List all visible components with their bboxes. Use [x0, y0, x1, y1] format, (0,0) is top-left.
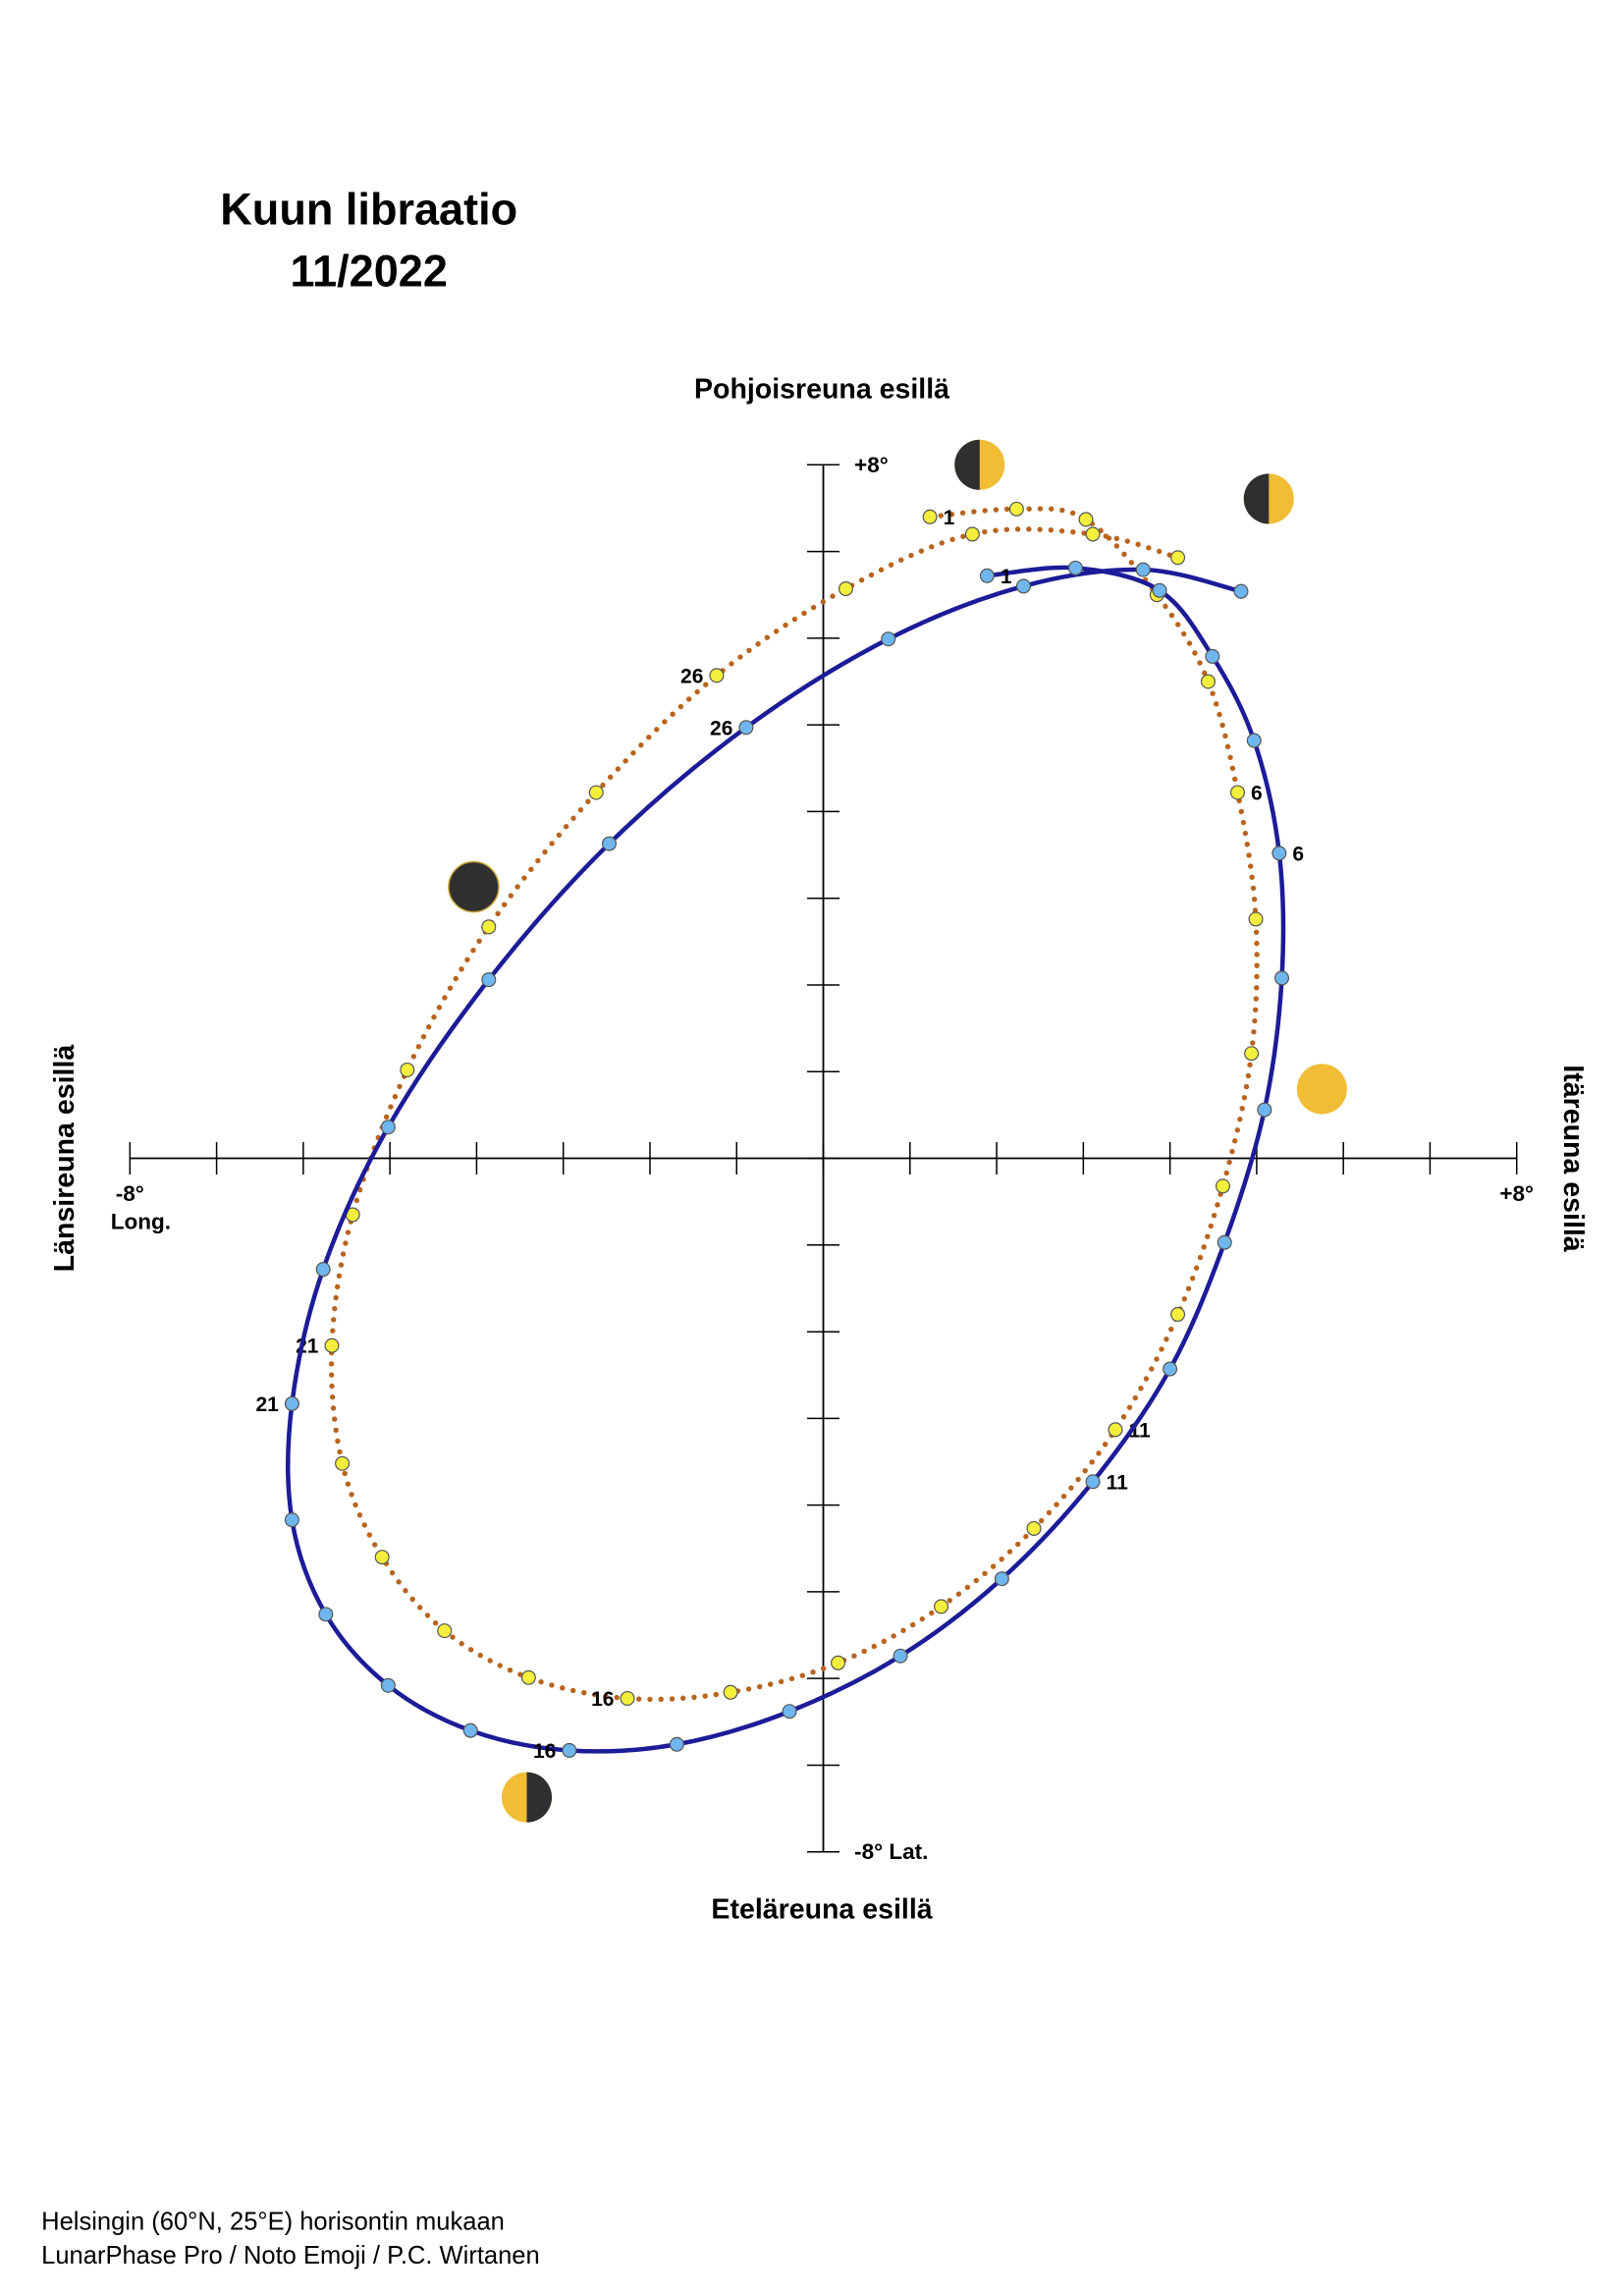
day-label: 21: [255, 1394, 279, 1416]
day-marker: [1217, 1234, 1232, 1250]
day-marker: [315, 1261, 331, 1278]
moon-first-quarter: [1243, 473, 1294, 524]
series-line: [286, 565, 1286, 1754]
moon-new: [448, 860, 500, 913]
day-marker: [1205, 648, 1220, 664]
day-label: 1: [1001, 566, 1012, 588]
day-marker: [324, 1338, 340, 1353]
day-marker: [838, 581, 853, 597]
y-tick-label: +8°: [854, 453, 889, 477]
day-marker: [437, 1623, 453, 1639]
day-marker: [1163, 1361, 1178, 1377]
day-label: 6: [1251, 783, 1263, 805]
day-marker: [335, 1455, 351, 1471]
day-marker: [1170, 550, 1186, 566]
day-marker: [1108, 1422, 1123, 1438]
chart-subtitle: 11/2022: [291, 246, 448, 296]
day-marker: [1015, 578, 1031, 594]
day-marker: [318, 1607, 334, 1622]
day-marker: [709, 668, 725, 683]
day-marker: [831, 1655, 846, 1670]
day-marker: [284, 1512, 299, 1528]
day-marker: [462, 1722, 478, 1738]
day-marker: [1246, 733, 1262, 748]
day-marker: [782, 1704, 797, 1720]
day-marker: [1078, 512, 1094, 527]
day-marker: [1244, 1046, 1260, 1062]
day-marker: [979, 568, 995, 583]
moon-full: [1296, 1064, 1347, 1115]
day-marker: [601, 836, 617, 851]
day-marker: [1248, 911, 1264, 927]
right-label: Itäreuna esillä: [1557, 1065, 1589, 1251]
top-label: Pohjoisreuna esillä: [694, 374, 949, 406]
day-label: 26: [680, 665, 703, 687]
day-marker: [380, 1120, 396, 1135]
day-label: 26: [710, 717, 732, 739]
day-marker: [1257, 1102, 1272, 1118]
day-marker: [1271, 846, 1287, 861]
day-marker: [934, 1599, 949, 1614]
day-marker: [669, 1736, 684, 1752]
day-marker: [1229, 785, 1245, 800]
day-marker: [520, 1669, 536, 1685]
day-marker: [1135, 562, 1151, 577]
bottom-label: Eteläreuna esillä: [711, 1893, 932, 1925]
day-marker: [1067, 560, 1083, 575]
footer-line: LunarPhase Pro / Noto Emoji / P.C. Wirta…: [41, 2242, 540, 2269]
day-marker: [588, 785, 604, 800]
day-label: 11: [1107, 1471, 1129, 1494]
footer-line: Helsingin (60°N, 25°E) horisontin mukaan: [41, 2208, 505, 2235]
moon-first-quarter: [954, 439, 1005, 490]
x-tick-label: -8°: [116, 1181, 144, 1206]
day-marker: [964, 526, 980, 542]
day-marker: [1200, 674, 1216, 689]
day-marker: [893, 1648, 908, 1664]
moon-icons: [448, 439, 1347, 1823]
day-marker: [1008, 501, 1024, 517]
day-marker: [1273, 970, 1290, 986]
day-marker: [1215, 1178, 1230, 1194]
day-marker: [1085, 526, 1101, 542]
series-line: [328, 506, 1260, 1703]
chart-title: Kuun libraatio: [220, 184, 517, 234]
day-marker: [922, 509, 938, 524]
day-marker: [1152, 582, 1167, 598]
day-marker: [1233, 583, 1249, 599]
left-label: Länsireuna esillä: [49, 1045, 81, 1273]
day-marker: [1026, 1520, 1042, 1536]
day-marker: [620, 1690, 635, 1706]
day-marker: [400, 1062, 415, 1077]
day-marker: [284, 1395, 299, 1411]
day-label: 6: [1292, 843, 1304, 865]
day-marker: [380, 1677, 396, 1693]
day-marker: [481, 972, 497, 988]
day-marker: [374, 1550, 390, 1565]
y-tick-label: -8° Lat.: [854, 1839, 928, 1864]
day-label: 16: [591, 1688, 614, 1711]
day-marker: [1085, 1474, 1101, 1490]
day-marker: [481, 919, 497, 935]
moon-last-quarter: [501, 1772, 553, 1823]
day-marker: [1170, 1306, 1186, 1322]
day-marker: [738, 720, 754, 736]
day-marker: [562, 1742, 577, 1758]
day-marker: [881, 631, 896, 647]
day-marker: [723, 1684, 738, 1700]
day-label: 1: [944, 507, 955, 529]
x-axis-label: Long.: [111, 1210, 171, 1234]
day-label: 16: [533, 1740, 556, 1763]
x-tick-label: +8°: [1499, 1181, 1534, 1206]
day-marker: [994, 1571, 1009, 1587]
